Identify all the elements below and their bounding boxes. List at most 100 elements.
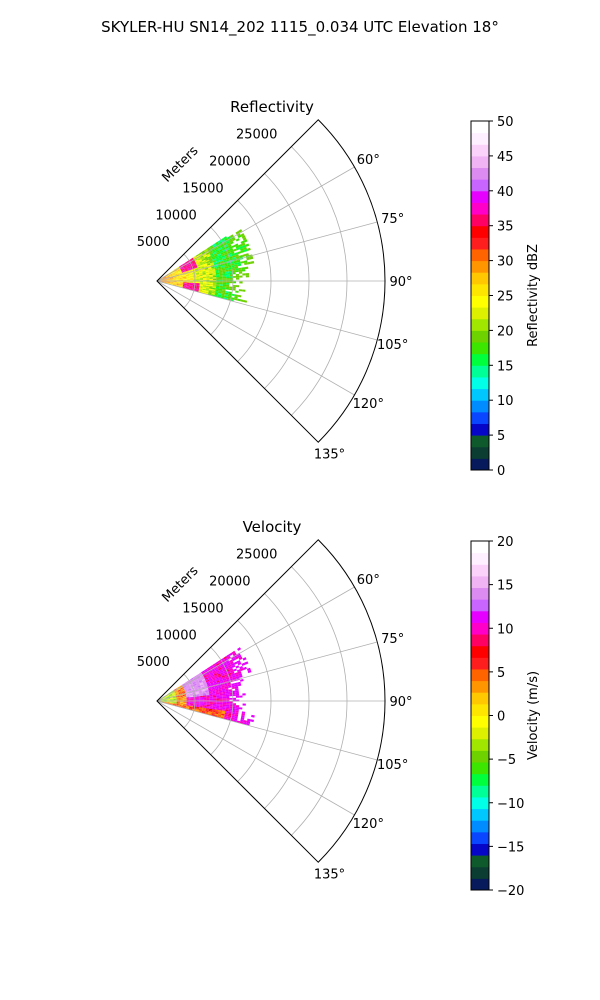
radar-gate	[216, 702, 220, 705]
azimuth-tick-label: 75°	[381, 212, 404, 227]
velocity-grid	[156, 539, 386, 863]
radar-gate	[170, 702, 174, 704]
radar-gate	[163, 282, 167, 284]
radar-gate	[243, 248, 248, 252]
radar-gate	[216, 696, 220, 699]
radar-gate	[227, 263, 232, 267]
radar-gate	[183, 686, 187, 689]
radar-gate	[204, 265, 208, 268]
radar-gate	[212, 670, 217, 674]
colorbar-segment	[471, 750, 489, 763]
radar-gate	[200, 264, 204, 267]
radar-gate	[173, 702, 177, 704]
radar-gate	[215, 689, 219, 692]
radar-gate	[163, 277, 167, 279]
radar-gate	[181, 263, 186, 266]
radar-gate	[194, 686, 198, 689]
radar-gate	[237, 654, 242, 659]
radar-gate	[199, 696, 204, 699]
colorbar-segment	[471, 727, 489, 740]
radar-gate	[239, 695, 243, 698]
radar-gate	[166, 278, 170, 280]
radar-gate	[166, 698, 170, 700]
radar-gate	[217, 684, 222, 687]
radar-gate	[202, 706, 207, 709]
radar-gate	[213, 244, 217, 248]
radar-gate	[211, 689, 216, 691]
radar-gate	[176, 697, 180, 699]
range-tick-label: 5000	[137, 235, 170, 250]
radar-gate	[205, 708, 210, 710]
radar-gate	[240, 717, 245, 720]
radar-gate	[176, 697, 180, 699]
radar-gate	[218, 690, 223, 693]
radar-gate	[215, 692, 220, 695]
radar-gate	[184, 688, 188, 691]
radar-gate	[235, 268, 239, 271]
radar-gate	[226, 241, 230, 245]
radar-gate	[229, 692, 233, 695]
radar-gate	[209, 284, 213, 287]
radar-gate	[234, 682, 238, 686]
radar-gate	[225, 269, 229, 272]
radar-gate	[202, 707, 206, 710]
radar-gate	[209, 701, 213, 703]
radar-gate	[235, 275, 240, 278]
radar-gate	[203, 697, 207, 700]
radar-gate	[229, 704, 233, 707]
radar-gate	[166, 282, 170, 284]
radar-gate	[186, 279, 190, 281]
radar-gate	[183, 276, 187, 278]
radar-gate	[168, 274, 173, 276]
radar-gate	[209, 278, 213, 281]
radar-gate	[215, 258, 220, 262]
colorbar-tick-label: 15	[497, 359, 514, 374]
radar-gate	[176, 695, 180, 698]
radar-gate	[166, 695, 170, 698]
radar-gate	[204, 249, 209, 253]
radar-gate	[206, 705, 210, 708]
radar-gate	[199, 276, 204, 279]
radar-gate	[186, 284, 190, 286]
radar-gate	[209, 274, 213, 277]
radar-gate	[199, 695, 203, 698]
radar-gate	[199, 673, 203, 677]
radar-gate	[196, 274, 200, 276]
radar-gate	[214, 667, 219, 671]
radar-gate	[224, 673, 229, 677]
radar-gate	[173, 700, 177, 701]
radar-gate	[199, 693, 203, 696]
radar-gate	[213, 664, 217, 668]
radar-gate	[170, 282, 174, 284]
radar-gate	[185, 692, 190, 695]
radar-gate	[183, 687, 188, 690]
radar-gate	[245, 243, 250, 247]
radar-gate	[194, 679, 199, 683]
radar-gate	[198, 271, 203, 274]
radar-gate	[209, 694, 213, 697]
colorbar-segment	[471, 866, 489, 879]
radar-gate	[219, 250, 224, 254]
radar-gate	[165, 275, 169, 277]
radar-gate	[209, 702, 213, 704]
colorbar-segment	[471, 552, 489, 565]
radar-gate	[234, 656, 239, 660]
radar-gate	[180, 688, 185, 691]
colorbar-tick-label: 45	[497, 150, 514, 165]
radar-gate	[209, 283, 213, 286]
radar-gate	[199, 274, 203, 277]
radar-gate	[159, 698, 164, 700]
radar-gate	[175, 692, 179, 694]
radar-gate	[227, 296, 231, 299]
radar-gate	[208, 712, 212, 715]
radar-gate	[238, 289, 243, 292]
range-tick-label: 15000	[182, 601, 223, 616]
radar-gate	[231, 244, 236, 248]
radar-gate	[196, 684, 201, 687]
radar-gate	[234, 264, 238, 267]
radar-gate	[194, 268, 199, 271]
radar-gate	[234, 712, 239, 715]
radar-gate	[196, 699, 200, 701]
radar-gate	[177, 688, 181, 691]
radar-gate	[201, 677, 205, 681]
